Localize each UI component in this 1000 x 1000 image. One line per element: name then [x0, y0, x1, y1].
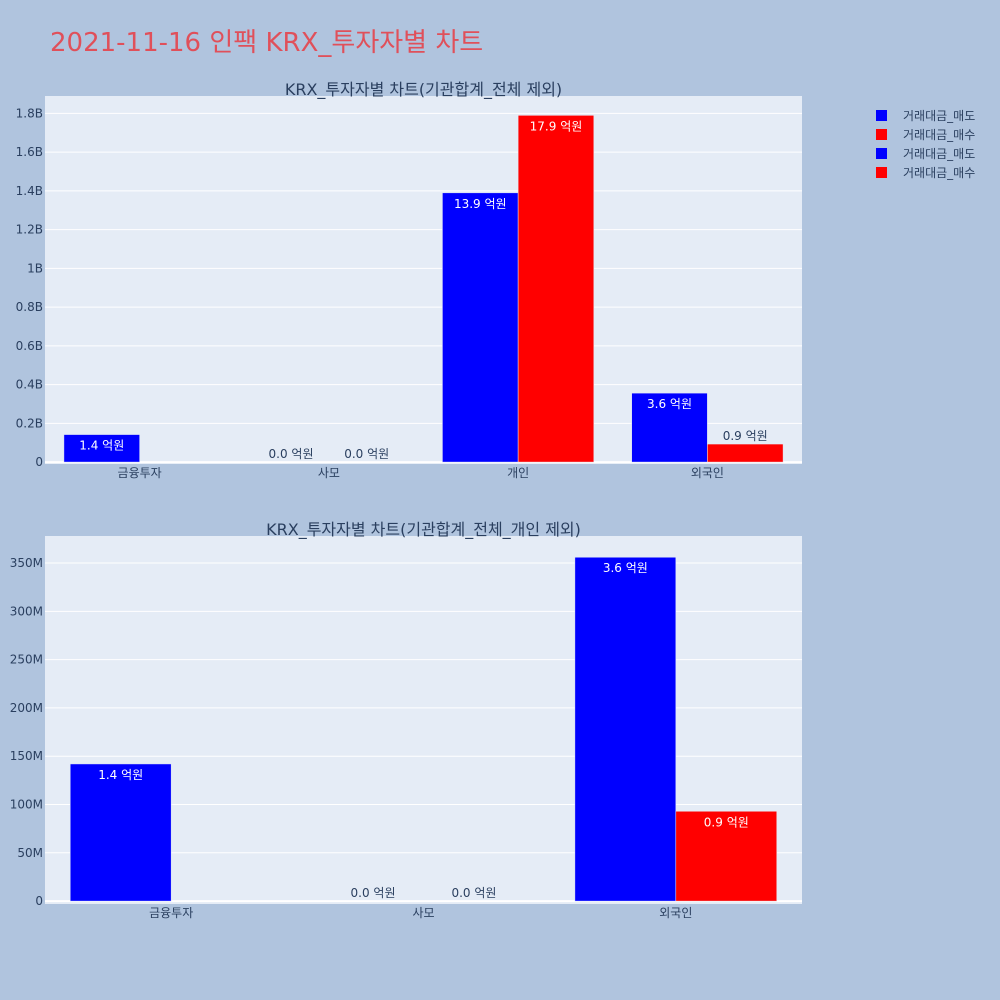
- bar: [675, 811, 778, 902]
- x-tick-label: 사모: [318, 466, 340, 480]
- bar: [69, 763, 172, 902]
- bar: [707, 443, 784, 463]
- data-label: 0.0 억원: [451, 886, 496, 900]
- main-title: 2021-11-16 인팩 KRX_투자자별 차트: [50, 28, 484, 58]
- chart-1: 0 0.2B 0.4B 0.6B 0.8B 1B 1.2B 1.4B 1.6B 1.8B KRX_투…: [16, 80, 802, 480]
- y-tick-label: 1B: [27, 261, 43, 275]
- y-tick-label: 100M: [10, 798, 43, 812]
- data-label: 0.0 억원: [269, 447, 314, 461]
- y-tick-label: 300M: [10, 604, 43, 618]
- data-label: 0.9 억원: [723, 429, 768, 443]
- y-tick-label: 0.8B: [16, 300, 43, 314]
- y-tick-label: 1.2B: [16, 223, 43, 237]
- legend: 거래대금_매도 거래대금_매수 거래대금_매도 거래대금_매수: [876, 106, 975, 182]
- data-label: 0.0 억원: [344, 447, 389, 461]
- y-tick-label: 1.4B: [16, 184, 43, 198]
- x-tick-label: 개인: [507, 466, 529, 480]
- y-tick-label: 0.4B: [16, 378, 43, 392]
- data-label: 0.0 억원: [351, 886, 396, 900]
- legend-label: 거래대금_매수: [903, 128, 976, 142]
- legend-swatch-buy: [876, 167, 887, 178]
- y-tick-label: 1.6B: [16, 145, 43, 159]
- bar: [631, 392, 708, 463]
- chart-title: KRX_투자자별 차트(기관합계_전체 제외): [285, 80, 562, 100]
- legend-swatch-sell: [876, 110, 887, 121]
- legend-item[interactable]: 거래대금_매수: [876, 125, 975, 144]
- y-tick-label: 0.6B: [16, 339, 43, 353]
- legend-item[interactable]: 거래대금_매도: [876, 106, 975, 125]
- x-tick-label: 금융투자: [118, 466, 162, 480]
- y-tick-label: 150M: [10, 749, 43, 763]
- legend-swatch-sell: [876, 148, 887, 159]
- y-tick-label: 50M: [17, 846, 43, 860]
- data-label: 3.6 억원: [647, 397, 692, 411]
- bar: [517, 115, 595, 463]
- y-tick-label: 0: [35, 894, 43, 908]
- y-tick-label: 0.2B: [16, 416, 43, 430]
- y-tick-label: 1.8B: [16, 106, 43, 120]
- legend-item[interactable]: 거래대금_매수: [876, 163, 975, 182]
- data-label: 1.4 억원: [98, 768, 143, 782]
- data-label: 3.6 억원: [603, 561, 648, 575]
- legend-swatch-buy: [876, 129, 887, 140]
- y-tick-label: 200M: [10, 701, 43, 715]
- data-label: 0.9 억원: [704, 815, 749, 829]
- y-tick-label: 250M: [10, 653, 43, 667]
- x-tick-label: 외국인: [691, 466, 724, 480]
- data-label: 1.4 억원: [79, 439, 124, 453]
- y-tick-label: 350M: [10, 556, 43, 570]
- legend-label: 거래대금_매도: [903, 147, 976, 161]
- bar: [574, 556, 677, 902]
- y-tick-label: 0: [35, 455, 43, 469]
- legend-label: 거래대금_매도: [903, 109, 976, 123]
- data-label: 13.9 억원: [454, 197, 507, 211]
- data-label: 17.9 억원: [530, 119, 583, 133]
- x-tick-label: 금융투자: [149, 906, 193, 920]
- x-tick-label: 사모: [412, 906, 434, 920]
- x-tick-label: 외국인: [659, 906, 692, 920]
- bar: [63, 434, 140, 463]
- legend-label: 거래대금_매수: [903, 166, 976, 180]
- legend-item[interactable]: 거래대금_매도: [876, 144, 975, 163]
- bar: [442, 192, 519, 463]
- chart-title: KRX_투자자별 차트(기관합계_전체_개인 제외): [266, 520, 581, 540]
- chart-2: 0 50M 100M 150M 200M 250M 300M 350M KRX_투자자별 차트(…: [10, 520, 802, 920]
